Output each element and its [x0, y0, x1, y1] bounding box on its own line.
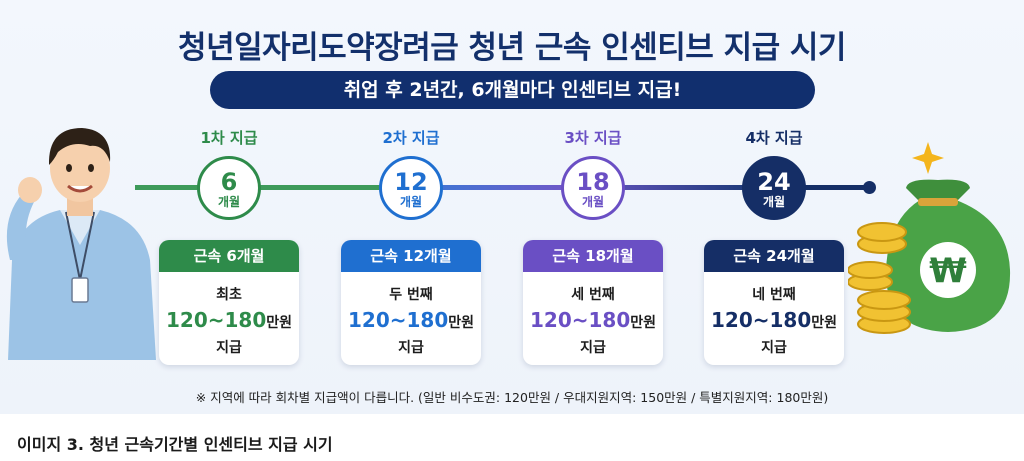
- card-order: 최초: [216, 287, 242, 303]
- card-header: 근속 12개월: [341, 240, 481, 272]
- amount-unit: 만원: [266, 315, 293, 331]
- month-number: 12: [394, 168, 428, 196]
- card-pay: 지급: [580, 340, 606, 356]
- amount-value: 120~180: [347, 308, 449, 332]
- subtitle-pill: 취업 후 2년간, 6개월마다 인센티브 지급!: [210, 71, 815, 109]
- sparkle-icon: [912, 142, 944, 174]
- card-header: 근속 24개월: [704, 240, 844, 272]
- card-header: 근속 6개월: [159, 240, 299, 272]
- stage-label: 1차 지급: [200, 129, 258, 147]
- office-worker-illustration: [6, 128, 156, 360]
- card-pay: 지급: [398, 340, 424, 356]
- card-amount: 120~180만원: [523, 308, 663, 332]
- payment-card: 근속 6개월 최초 120~180만원 지급: [159, 240, 299, 365]
- card-amount: 120~180만원: [159, 308, 299, 332]
- amount-unit: 만원: [448, 315, 475, 331]
- footnote: ※ 지역에 따라 회차별 지급액이 다릅니다. (일반 비수도권: 120만원 …: [195, 390, 829, 405]
- image-caption: 이미지 3. 청년 근속기간별 인센티브 지급 시기: [17, 435, 333, 454]
- amount-value: 120~180: [529, 308, 631, 332]
- card-order: 세 번째: [571, 287, 615, 303]
- card-header: 근속 18개월: [523, 240, 663, 272]
- stage-label: 3차 지급: [564, 129, 622, 147]
- month-number: 18: [576, 168, 610, 196]
- stage-label: 4차 지급: [745, 129, 803, 147]
- card-pay: 지급: [216, 340, 242, 356]
- payment-card: 근속 18개월 세 번째 120~180만원 지급: [523, 240, 663, 365]
- amount-unit: 만원: [811, 315, 838, 331]
- timeline-segment: [567, 185, 749, 190]
- gold-coins-icon: [848, 222, 911, 334]
- month-number: 24: [757, 168, 791, 196]
- month-circle: 12 개월: [379, 156, 443, 220]
- amount-unit: 만원: [630, 315, 657, 331]
- card-pay: 지급: [761, 340, 787, 356]
- card-order: 두 번째: [389, 287, 433, 303]
- month-circle: 6 개월: [197, 156, 261, 220]
- month-circle: 24 개월: [742, 156, 806, 220]
- timeline-segment: [749, 185, 869, 190]
- month-unit: 개월: [581, 195, 605, 209]
- month-circle: 18 개월: [561, 156, 625, 220]
- amount-value: 120~180: [165, 308, 267, 332]
- money-bag-icon: ₩: [848, 142, 1011, 334]
- payment-card: 근속 12개월 두 번째 120~180만원 지급: [341, 240, 481, 365]
- month-unit: 개월: [399, 195, 423, 209]
- timeline-end-dot: [863, 181, 876, 194]
- month-number: 6: [220, 168, 238, 196]
- card-amount: 120~180만원: [341, 308, 481, 332]
- card-order: 네 번째: [752, 287, 796, 303]
- timeline-segment: [135, 185, 387, 190]
- month-unit: 개월: [217, 195, 241, 209]
- card-amount: 120~180만원: [704, 308, 844, 332]
- timeline-segment: [387, 185, 567, 190]
- page-title: 청년일자리도약장려금 청년 근속 인센티브 지급 시기: [178, 30, 846, 66]
- amount-value: 120~180: [710, 308, 812, 332]
- month-unit: 개월: [762, 195, 786, 209]
- currency-symbol: ₩: [929, 251, 967, 291]
- stage-label: 2차 지급: [382, 129, 440, 147]
- payment-card: 근속 24개월 네 번째 120~180만원 지급: [704, 240, 844, 365]
